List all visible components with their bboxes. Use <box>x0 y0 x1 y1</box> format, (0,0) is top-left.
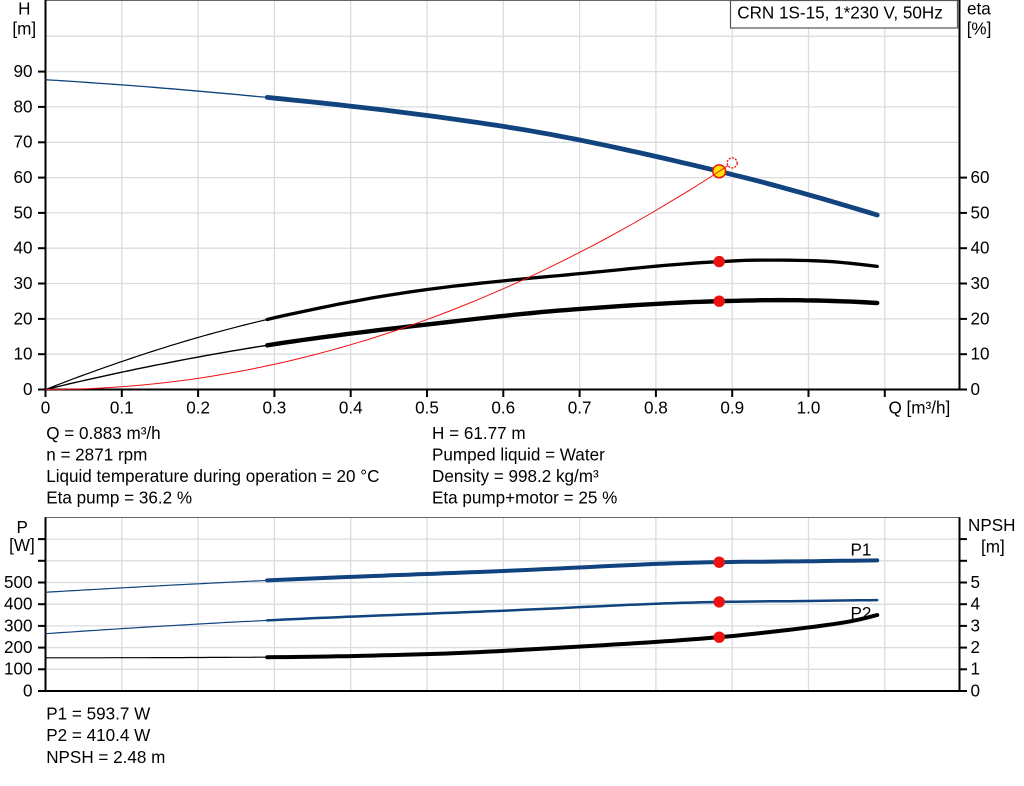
svg-text:70: 70 <box>13 133 32 152</box>
svg-text:Q [m³/h]: Q [m³/h] <box>889 399 951 418</box>
svg-text:400: 400 <box>4 595 33 614</box>
svg-text:NPSH = 2.48 m: NPSH = 2.48 m <box>46 748 165 767</box>
svg-text:H: H <box>18 0 30 19</box>
svg-text:Eta pump+motor = 25 %: Eta pump+motor = 25 % <box>432 489 617 508</box>
svg-text:0.8: 0.8 <box>644 399 668 418</box>
svg-text:0.7: 0.7 <box>568 399 592 418</box>
svg-text:P: P <box>16 518 27 537</box>
svg-text:Q = 0.883 m³/h: Q = 0.883 m³/h <box>46 424 161 443</box>
svg-text:10: 10 <box>13 345 32 364</box>
svg-text:40: 40 <box>13 239 32 258</box>
svg-text:0.3: 0.3 <box>263 399 287 418</box>
svg-text:0: 0 <box>41 399 51 418</box>
svg-text:3: 3 <box>971 616 981 635</box>
svg-text:P1 = 593.7 W: P1 = 593.7 W <box>46 705 151 724</box>
svg-text:[m]: [m] <box>12 20 36 39</box>
svg-text:0: 0 <box>971 681 981 700</box>
svg-text:20: 20 <box>13 309 32 328</box>
svg-text:Pumped liquid = Water: Pumped liquid = Water <box>432 445 605 464</box>
svg-text:50: 50 <box>13 203 32 222</box>
svg-text:0.9: 0.9 <box>720 399 744 418</box>
svg-text:0.5: 0.5 <box>415 399 439 418</box>
svg-text:n = 2871 rpm: n = 2871 rpm <box>46 445 147 464</box>
svg-text:300: 300 <box>4 616 33 635</box>
svg-text:90: 90 <box>13 62 32 81</box>
svg-text:4: 4 <box>971 595 981 614</box>
svg-text:[m]: [m] <box>981 538 1005 557</box>
svg-text:2: 2 <box>971 638 981 657</box>
svg-text:20: 20 <box>971 309 990 328</box>
svg-text:[W]: [W] <box>9 536 35 555</box>
svg-text:100: 100 <box>4 660 33 679</box>
svg-text:Eta pump = 36.2 %: Eta pump = 36.2 % <box>46 489 192 508</box>
svg-text:60: 60 <box>13 168 32 187</box>
svg-text:0.1: 0.1 <box>110 399 134 418</box>
svg-text:50: 50 <box>971 203 990 222</box>
svg-text:0: 0 <box>23 681 33 700</box>
svg-text:0: 0 <box>23 380 33 399</box>
svg-text:Density = 998.2 kg/m³: Density = 998.2 kg/m³ <box>432 467 599 486</box>
svg-text:Liquid temperature during oper: Liquid temperature during operation = 20… <box>46 467 379 486</box>
svg-text:1.0: 1.0 <box>797 399 821 418</box>
svg-text:NPSH: NPSH <box>968 516 1016 535</box>
svg-text:0: 0 <box>971 380 981 399</box>
svg-text:30: 30 <box>13 274 32 293</box>
svg-text:60: 60 <box>971 168 990 187</box>
svg-text:CRN 1S-15, 1*230 V, 50Hz: CRN 1S-15, 1*230 V, 50Hz <box>737 4 943 23</box>
svg-text:5: 5 <box>971 573 981 592</box>
svg-text:0.4: 0.4 <box>339 399 363 418</box>
svg-text:[%]: [%] <box>967 20 992 39</box>
svg-text:P2 = 410.4 W: P2 = 410.4 W <box>46 726 151 745</box>
svg-text:P1: P1 <box>851 541 872 560</box>
svg-text:10: 10 <box>971 345 990 364</box>
svg-text:200: 200 <box>4 638 33 657</box>
svg-text:eta: eta <box>967 0 991 18</box>
svg-text:500: 500 <box>4 573 33 592</box>
svg-text:30: 30 <box>971 274 990 293</box>
svg-text:80: 80 <box>13 97 32 116</box>
svg-text:40: 40 <box>971 239 990 258</box>
svg-text:H = 61.77 m: H = 61.77 m <box>432 424 526 443</box>
svg-text:1: 1 <box>971 660 981 679</box>
svg-text:0.6: 0.6 <box>491 399 515 418</box>
svg-text:0.2: 0.2 <box>186 399 210 418</box>
